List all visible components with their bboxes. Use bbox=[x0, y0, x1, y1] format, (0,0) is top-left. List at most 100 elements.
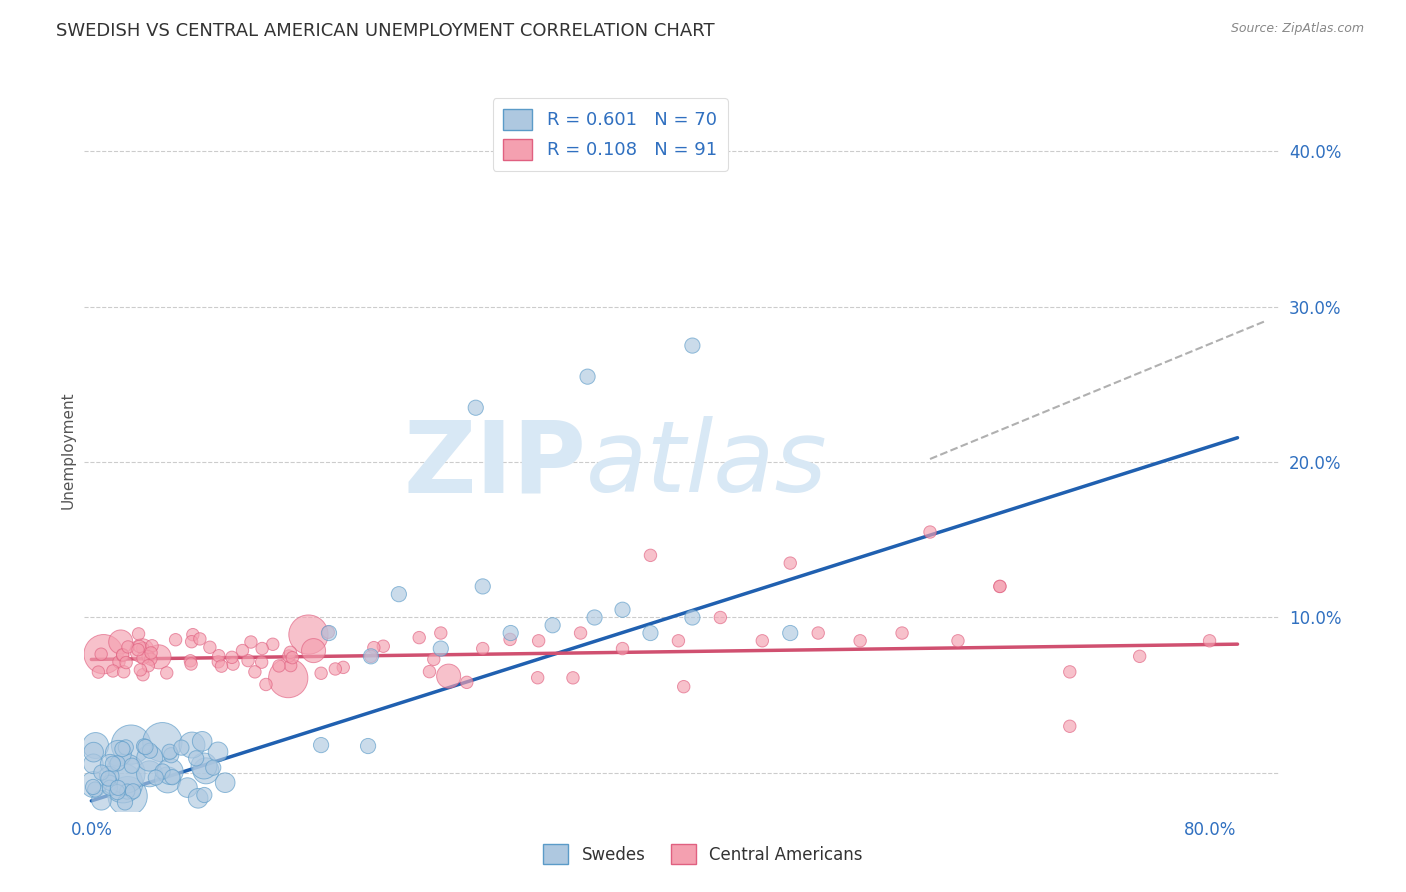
Point bbox=[132, 739, 155, 754]
Point bbox=[186, 751, 208, 765]
Point bbox=[456, 675, 478, 690]
Point bbox=[779, 556, 801, 570]
Point bbox=[332, 660, 354, 674]
Point bbox=[202, 761, 225, 775]
Point bbox=[170, 740, 193, 755]
Point bbox=[325, 662, 347, 676]
Point bbox=[117, 640, 139, 654]
Text: ZIP: ZIP bbox=[404, 417, 586, 514]
Point bbox=[471, 641, 494, 656]
Point bbox=[114, 796, 136, 810]
Point bbox=[408, 631, 430, 645]
Point bbox=[131, 644, 153, 658]
Point bbox=[107, 747, 129, 761]
Point bbox=[946, 633, 969, 648]
Point bbox=[277, 648, 299, 663]
Point bbox=[120, 738, 142, 752]
Point bbox=[309, 738, 332, 752]
Point bbox=[84, 739, 107, 753]
Point bbox=[115, 656, 138, 670]
Legend: Swedes, Central Americans: Swedes, Central Americans bbox=[537, 838, 869, 871]
Text: atlas: atlas bbox=[586, 417, 828, 514]
Point bbox=[239, 635, 262, 649]
Point bbox=[193, 759, 215, 773]
Point bbox=[181, 628, 204, 642]
Point bbox=[165, 632, 187, 647]
Point bbox=[195, 764, 218, 778]
Point bbox=[309, 666, 332, 681]
Point bbox=[423, 652, 446, 666]
Point bbox=[681, 610, 703, 624]
Point bbox=[208, 648, 231, 663]
Point bbox=[114, 740, 136, 755]
Point bbox=[988, 579, 1011, 593]
Point bbox=[136, 649, 159, 664]
Point bbox=[112, 776, 135, 790]
Point bbox=[129, 663, 152, 677]
Point bbox=[152, 764, 174, 779]
Point bbox=[612, 603, 634, 617]
Point bbox=[562, 671, 585, 685]
Point bbox=[1059, 719, 1081, 733]
Point bbox=[105, 785, 128, 799]
Point bbox=[117, 784, 139, 798]
Point bbox=[499, 626, 522, 640]
Point bbox=[128, 627, 150, 641]
Point bbox=[672, 680, 695, 694]
Point bbox=[1059, 665, 1081, 679]
Point bbox=[93, 647, 115, 661]
Point bbox=[191, 734, 214, 748]
Point bbox=[180, 634, 202, 648]
Point bbox=[640, 549, 662, 563]
Point bbox=[360, 649, 382, 664]
Point bbox=[162, 770, 184, 784]
Point bbox=[541, 618, 564, 632]
Point bbox=[97, 772, 120, 786]
Point bbox=[464, 401, 486, 415]
Point bbox=[159, 764, 181, 779]
Point bbox=[108, 655, 131, 669]
Point bbox=[526, 671, 548, 685]
Point bbox=[236, 654, 259, 668]
Point bbox=[114, 766, 136, 780]
Point bbox=[128, 640, 150, 654]
Point bbox=[430, 626, 453, 640]
Point bbox=[849, 633, 872, 648]
Text: SWEDISH VS CENTRAL AMERICAN UNEMPLOYMENT CORRELATION CHART: SWEDISH VS CENTRAL AMERICAN UNEMPLOYMENT… bbox=[56, 22, 714, 40]
Point bbox=[302, 643, 325, 657]
Point bbox=[363, 640, 385, 655]
Point bbox=[280, 658, 302, 673]
Point bbox=[111, 648, 134, 662]
Point bbox=[471, 579, 494, 593]
Point bbox=[779, 626, 801, 640]
Point bbox=[807, 626, 830, 640]
Point bbox=[612, 641, 634, 656]
Point bbox=[360, 649, 382, 664]
Point bbox=[136, 658, 159, 673]
Point bbox=[101, 664, 124, 678]
Point bbox=[207, 655, 229, 669]
Point bbox=[134, 739, 156, 754]
Point bbox=[198, 640, 221, 655]
Point bbox=[250, 641, 273, 656]
Point bbox=[357, 739, 380, 753]
Point bbox=[222, 657, 245, 672]
Point bbox=[583, 610, 606, 624]
Point bbox=[181, 738, 204, 752]
Point bbox=[122, 784, 145, 798]
Point bbox=[280, 645, 302, 659]
Point bbox=[243, 665, 266, 679]
Point bbox=[90, 765, 112, 780]
Point bbox=[82, 780, 104, 794]
Point bbox=[111, 742, 134, 756]
Point bbox=[148, 649, 170, 664]
Point bbox=[499, 632, 522, 647]
Point bbox=[84, 782, 107, 797]
Point bbox=[141, 639, 163, 653]
Point bbox=[139, 744, 162, 758]
Point bbox=[127, 642, 149, 657]
Point bbox=[179, 654, 201, 668]
Point bbox=[112, 665, 135, 679]
Point bbox=[117, 789, 139, 804]
Point bbox=[132, 651, 155, 665]
